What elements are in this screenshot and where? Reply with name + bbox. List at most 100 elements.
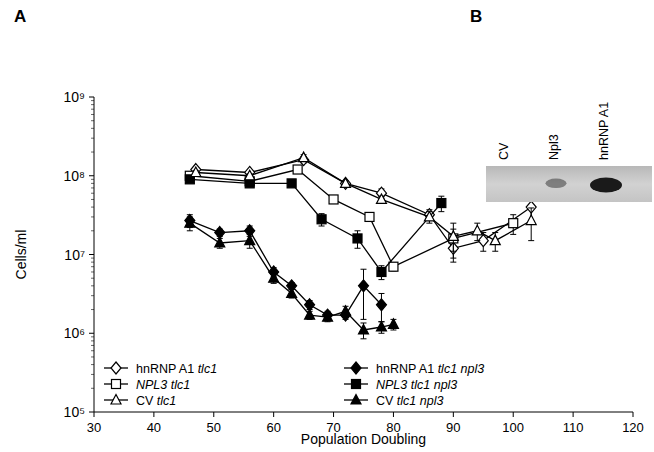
data-point <box>185 215 195 227</box>
x-tick <box>153 412 154 417</box>
legend-label-part: hnRNP <box>136 362 176 376</box>
legend-label-part: tlc1 <box>167 378 190 392</box>
error-cap <box>187 230 193 231</box>
error-cap <box>247 248 253 249</box>
data-point <box>509 219 518 228</box>
legend-marker <box>111 362 121 374</box>
y-minor-tick <box>91 356 94 357</box>
y-minor-tick <box>91 187 94 188</box>
legend-label-part: tlc1 <box>194 362 217 376</box>
y-minor-tick <box>91 199 94 200</box>
error-cap <box>510 234 516 235</box>
blot-band <box>546 179 567 189</box>
data-point <box>448 231 458 241</box>
y-minor-tick <box>91 193 94 194</box>
legend-label-part: hnRNP <box>376 362 416 376</box>
data-point <box>437 199 446 208</box>
legend-label-part: CV <box>376 394 394 408</box>
series-line <box>190 223 394 330</box>
y-tick <box>89 175 94 176</box>
series <box>185 165 517 271</box>
x-tick <box>513 412 514 417</box>
y-minor-tick <box>91 128 94 129</box>
legend-label-part: npl3 <box>416 394 443 408</box>
series <box>185 217 399 339</box>
legend-label-part: A1 <box>176 362 194 376</box>
y-minor-tick <box>91 388 94 389</box>
error-cap <box>361 319 367 320</box>
data-point <box>245 170 255 180</box>
series-line <box>196 158 531 241</box>
y-minor-tick <box>91 262 94 263</box>
legend-label-part: NPL3 <box>136 378 167 392</box>
x-axis-title: Population Doubling <box>301 431 426 447</box>
y-tick-label: 10⁷ <box>64 247 85 263</box>
y-minor-tick <box>91 207 94 208</box>
data-point <box>359 324 369 334</box>
lane-label: hnRNP A1 <box>597 102 611 160</box>
data-point <box>389 262 398 271</box>
y-tick <box>89 254 94 255</box>
legend-label-part: npl3 <box>430 378 457 392</box>
y-minor-tick <box>91 100 94 101</box>
data-point <box>376 194 386 204</box>
x-tick <box>333 412 334 417</box>
y-minor-tick <box>91 258 94 259</box>
data-point <box>317 215 326 224</box>
x-tick-label: 50 <box>207 420 221 435</box>
legend-item: CV tlc1 <box>104 394 176 408</box>
x-tick <box>393 412 394 417</box>
error-cap <box>361 338 367 339</box>
legend-label: CV tlc1 npl3 <box>376 394 443 408</box>
x-tick-label: 60 <box>266 420 280 435</box>
data-point <box>424 211 434 221</box>
data-point <box>323 312 333 322</box>
error-cap <box>510 214 516 215</box>
error-cap <box>426 223 432 224</box>
error-cap <box>361 269 367 270</box>
x-tick-label: 120 <box>622 420 644 435</box>
y-tick-label: 10⁶ <box>64 325 85 341</box>
series-line <box>196 160 531 249</box>
data-point <box>377 267 386 276</box>
series <box>185 175 446 280</box>
data-point <box>424 209 434 221</box>
legend-marker <box>111 395 121 405</box>
data-point <box>365 212 374 221</box>
legend-label-part: tlc1 <box>393 394 416 408</box>
error-cap <box>450 223 456 224</box>
x-tick <box>453 412 454 417</box>
axes: 3040506070809010011012010⁵10⁶10⁷10⁸10⁹ <box>63 89 643 435</box>
legend-marker <box>351 362 361 374</box>
series-line <box>190 170 513 267</box>
error-cap <box>474 223 480 224</box>
y-minor-tick <box>91 278 94 279</box>
blot: CVNpl3hnRNP A1 <box>486 102 652 202</box>
error-cap <box>480 251 486 252</box>
data-point <box>376 299 386 311</box>
x-tick <box>573 412 574 417</box>
legend: hnRNP A1 tlc1hnRNP A1 tlc1 npl3NPL3 tlc1… <box>104 362 484 408</box>
y-minor-tick <box>91 120 94 121</box>
data-point <box>341 178 351 188</box>
y-minor-tick <box>91 271 94 272</box>
data-point <box>215 237 225 247</box>
panel-label: A <box>14 7 26 26</box>
legend-marker <box>351 395 361 405</box>
data-point <box>299 152 309 162</box>
y-tick <box>89 333 94 334</box>
y-minor-tick <box>91 364 94 365</box>
x-tick-label: 30 <box>87 420 101 435</box>
legend-label: NPL3 tlc1 <box>136 378 190 392</box>
error-cap <box>528 240 534 241</box>
y-minor-tick <box>91 230 94 231</box>
panel-label: B <box>470 7 482 26</box>
blot-membrane <box>486 166 652 202</box>
error-cap <box>319 213 325 214</box>
data-point <box>287 179 296 188</box>
legend-marker <box>352 380 361 389</box>
legend-label-part: CV <box>136 394 154 408</box>
error-cap <box>390 329 396 330</box>
data-point <box>269 273 279 283</box>
x-tick-label: 90 <box>446 420 460 435</box>
